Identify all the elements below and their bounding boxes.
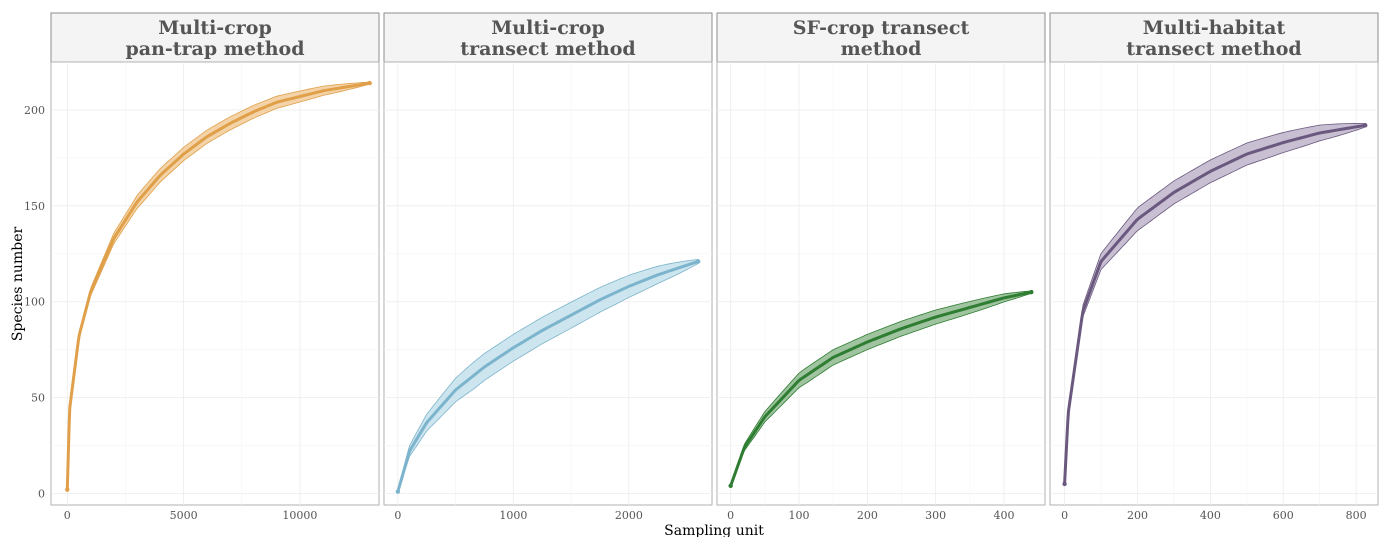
- panel-title-line: pan-trap method: [125, 38, 304, 60]
- series-line: [1063, 123, 1366, 484]
- panel-title-line: Multi-crop: [158, 17, 271, 39]
- x-tick-label: 400: [994, 509, 1015, 522]
- series-line: [729, 290, 1032, 487]
- x-tick-label: 10000: [282, 509, 317, 522]
- end-point: [695, 259, 701, 264]
- end-point: [1029, 289, 1034, 295]
- x-tick-label: 1000: [499, 509, 527, 522]
- y-tick-label: 100: [24, 296, 45, 309]
- y-tick-label: 150: [24, 200, 45, 213]
- panel-title-line: transect method: [460, 38, 635, 60]
- y-tick-label: 200: [24, 104, 45, 117]
- panel-title-line: Multi-crop: [491, 17, 604, 39]
- x-tick-label: 0: [64, 509, 71, 522]
- panel-title-line: method: [841, 38, 922, 60]
- x-tick-label: 0: [727, 509, 734, 522]
- x-tick-label: 200: [1127, 509, 1148, 522]
- panel-title-line: transect method: [1126, 38, 1301, 60]
- x-tick-label: 300: [925, 509, 946, 522]
- x-tick-label: 5000: [170, 509, 198, 522]
- panel-strip: [1049, 12, 1379, 63]
- panel-title-line: Multi-habitat: [1143, 17, 1286, 39]
- y-tick-label: 0: [38, 487, 45, 500]
- panel-title-line: SF-crop transect: [793, 17, 970, 39]
- series-line: [65, 81, 370, 490]
- end-point: [367, 80, 372, 86]
- panel-strip: [716, 12, 1046, 63]
- end-point: [1363, 123, 1368, 128]
- panel-plot-area: [383, 61, 713, 506]
- x-tick-label: 100: [789, 509, 810, 522]
- series-line: [396, 260, 699, 492]
- start-point: [728, 483, 733, 489]
- x-axis-label: Sampling unit: [664, 523, 764, 537]
- x-tick-label: 600: [1273, 509, 1294, 522]
- x-tick-label: 0: [1061, 509, 1068, 522]
- y-axis-label: Species number: [10, 227, 26, 342]
- x-tick-label: 200: [857, 509, 878, 522]
- start-point: [65, 487, 70, 492]
- panel-plot-area: [716, 61, 1046, 506]
- panel-strip: [50, 12, 380, 63]
- x-tick-label: 0: [394, 509, 401, 522]
- start-point: [1062, 481, 1067, 487]
- start-point: [395, 489, 401, 494]
- y-tick-label: 50: [31, 392, 45, 405]
- x-tick-label: 400: [1200, 509, 1221, 522]
- x-tick-label: 2000: [615, 509, 643, 522]
- x-tick-label: 800: [1346, 509, 1367, 522]
